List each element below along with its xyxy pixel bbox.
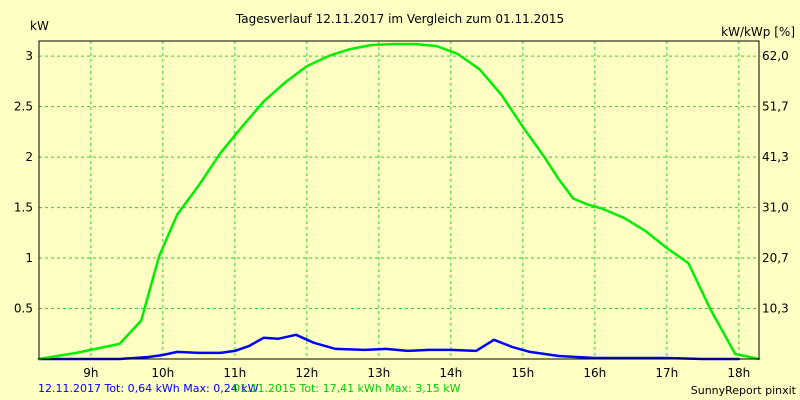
y-left-tick-label: 1 [25,251,33,265]
footer-series-2015: 01.11.2015 Tot: 17,41 kWh Max: 3,15 kW [233,382,461,395]
x-tick-label: 11h [223,366,246,380]
y-left-tick-label: 0.5 [14,302,33,316]
series-line-2015 [37,42,761,361]
y-right-tick-label: 31,0 [762,201,789,215]
y-left-tick-label: 3 [25,49,33,63]
x-tick-label: 16h [583,366,606,380]
y-left-axis-label: kW [30,19,49,33]
x-tick-label: 15h [511,366,534,380]
x-tick-label: 17h [655,366,678,380]
y-left-tick-label: 2 [25,150,33,164]
y-left-tick-labels: 0.5 1 1.5 2 2.5 3 [14,49,33,315]
x-tick-label: 14h [439,366,462,380]
x-tick-label: 18h [727,366,750,380]
y-left-tick-label: 2.5 [14,100,33,114]
y-right-tick-label: 62,0 [762,49,789,63]
x-tick-label: 13h [367,366,390,380]
series-line-2017 [37,333,741,361]
chart-title: Tagesverlauf 12.11.2017 im Vergleich zum… [235,12,564,26]
y-right-tick-labels: 10,3 20,7 31,0 41,3 51,7 62,0 [762,49,789,315]
y-right-tick-label: 51,7 [762,100,789,114]
footer-credit: SunnyReport pinxit [691,384,797,397]
y-right-axis-label: kW/kWp [%] [721,25,795,39]
y-right-tick-label: 20,7 [762,251,789,265]
footer-series-2017: 12.11.2017 Tot: 0,64 kWh Max: 0,24 kW [38,382,259,395]
y-right-tick-label: 41,3 [762,150,789,164]
x-tick-label: 12h [295,366,318,380]
y-left-tick-label: 1.5 [14,201,33,215]
x-tick-label: 9h [83,366,98,380]
x-tick-labels: 9h 10h 11h 12h 13h 14h 15h 16h 17h 18h [83,366,750,380]
y-right-tick-label: 10,3 [762,302,789,316]
x-tick-label: 10h [151,366,174,380]
plot-frame [38,40,760,360]
series-lines [37,42,761,361]
